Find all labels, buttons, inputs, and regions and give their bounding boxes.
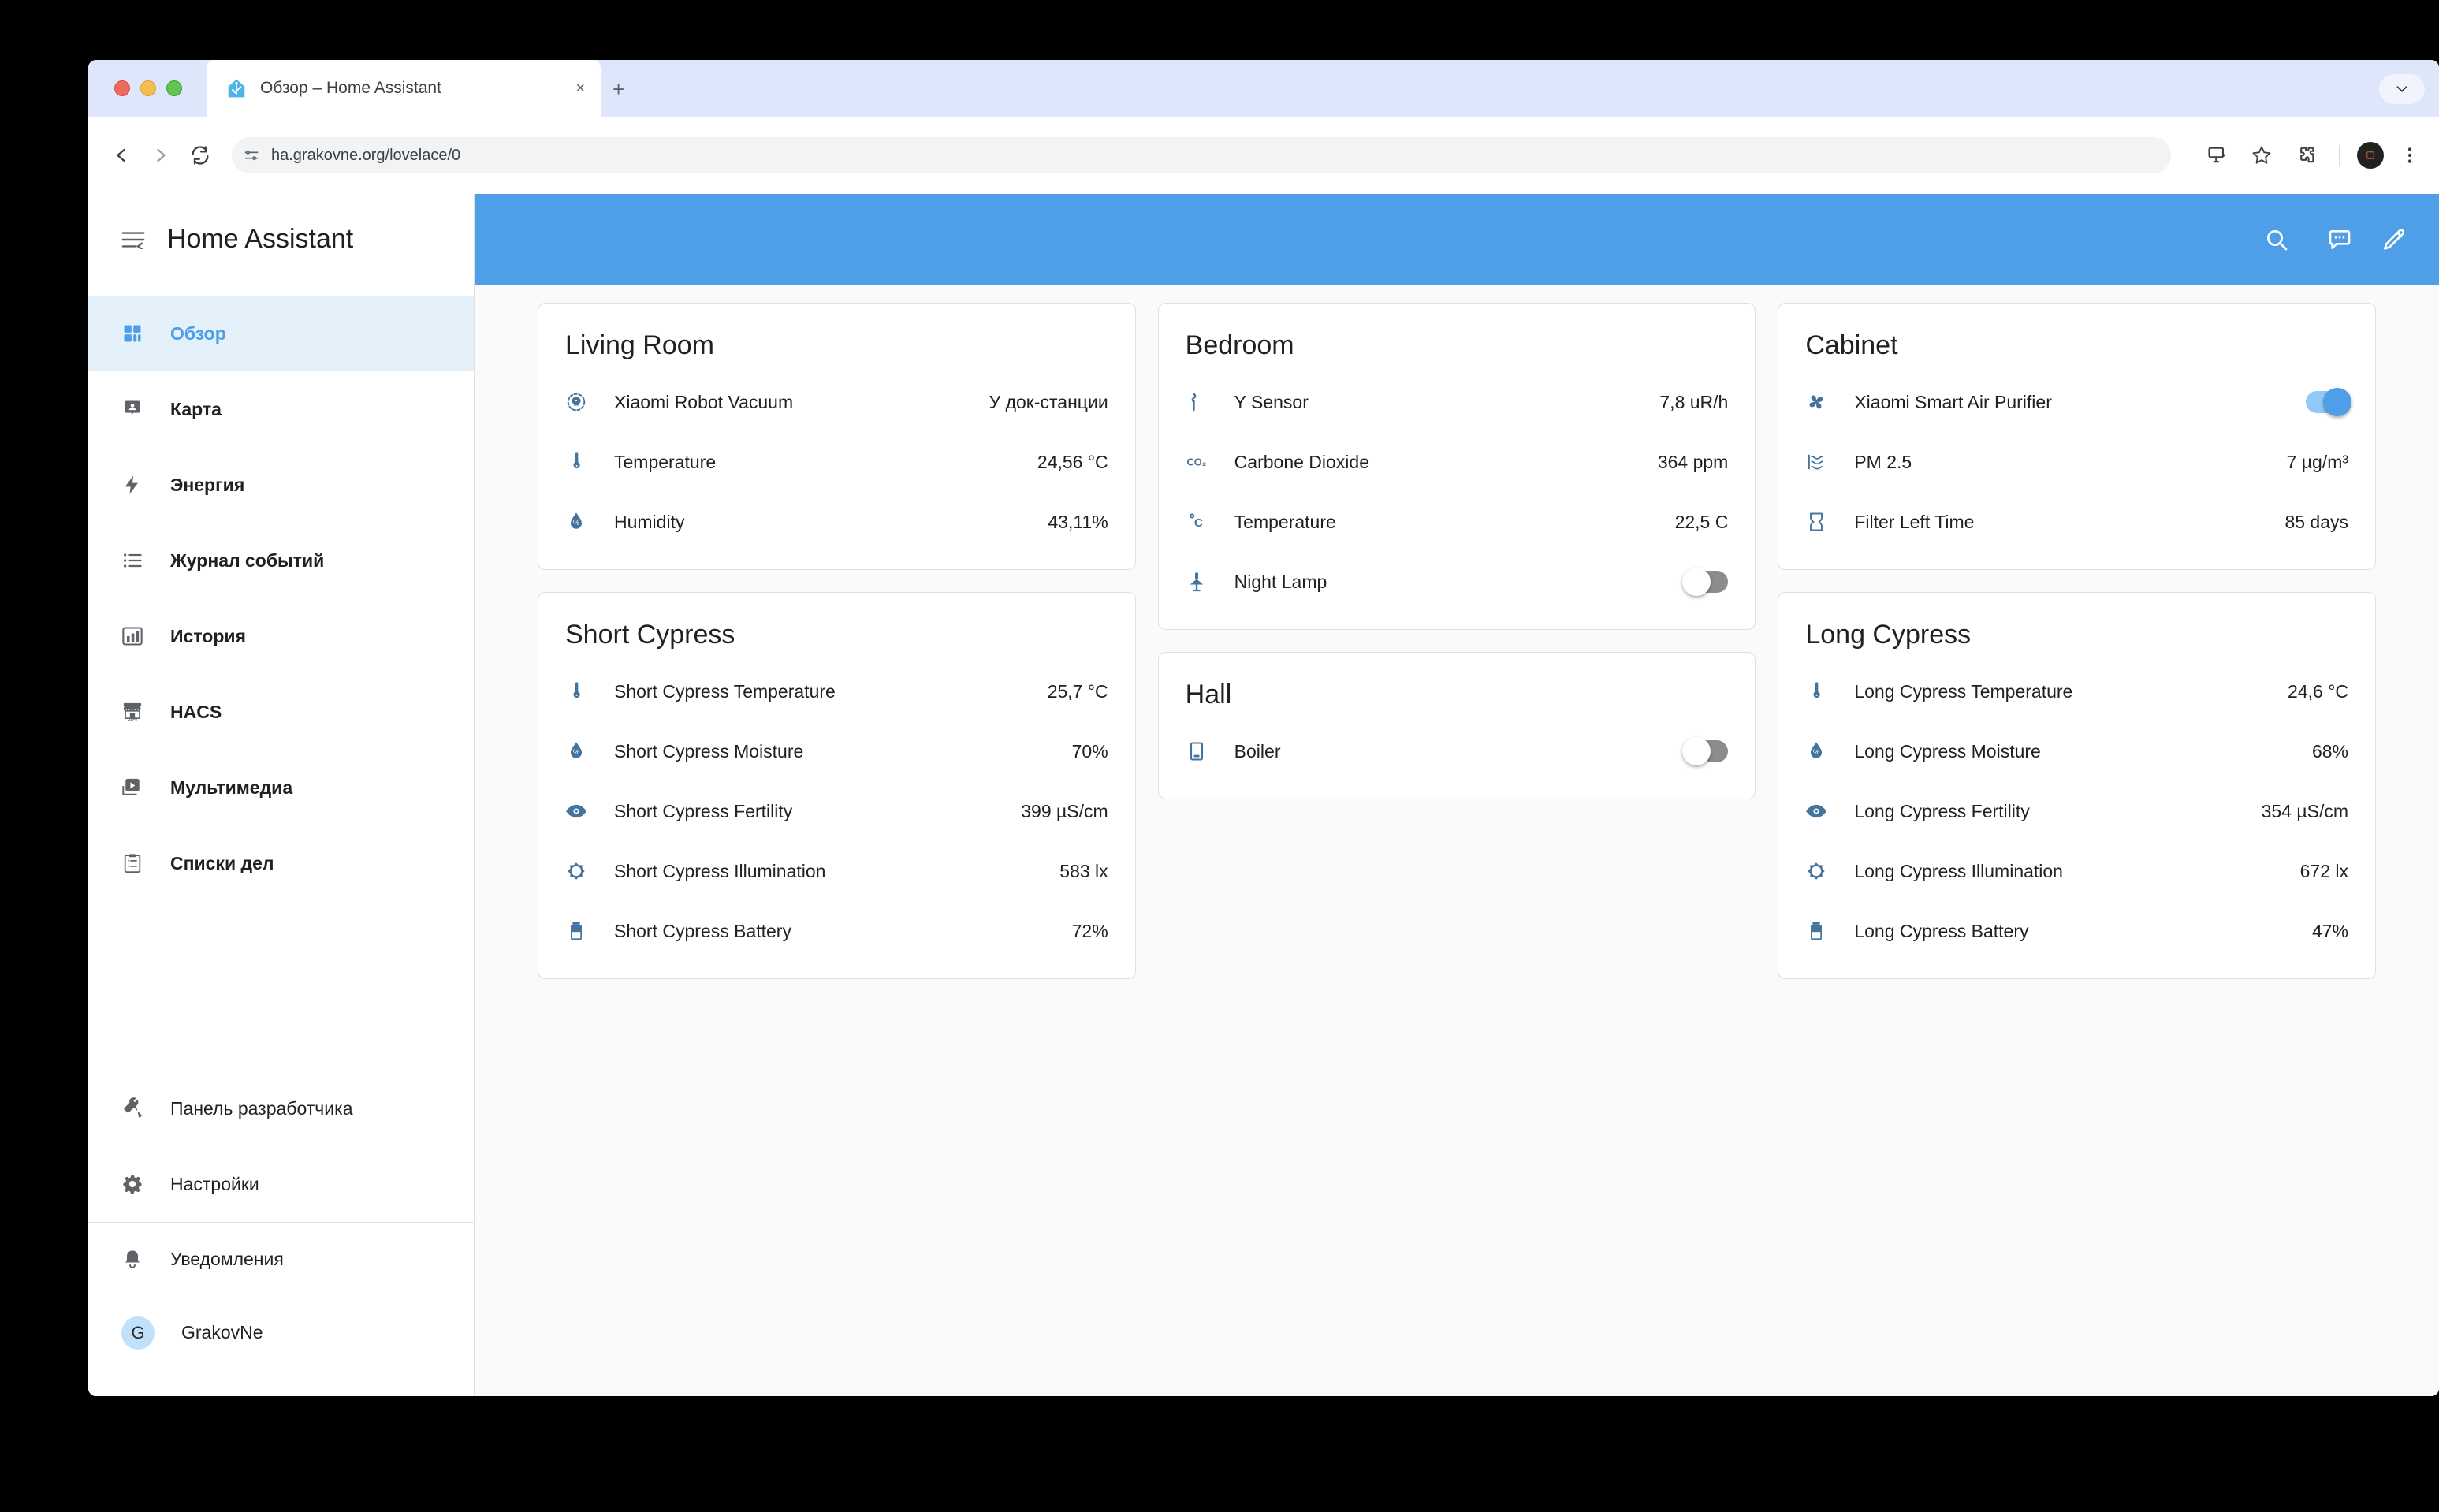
svg-text:%: % [573, 519, 579, 527]
svg-text:%: % [573, 748, 579, 756]
svg-text:HACS: HACS [128, 718, 137, 722]
svg-text:%: % [1813, 748, 1819, 756]
svg-text:C: C [1194, 516, 1203, 530]
svg-text:CO₂: CO₂ [1186, 456, 1206, 468]
